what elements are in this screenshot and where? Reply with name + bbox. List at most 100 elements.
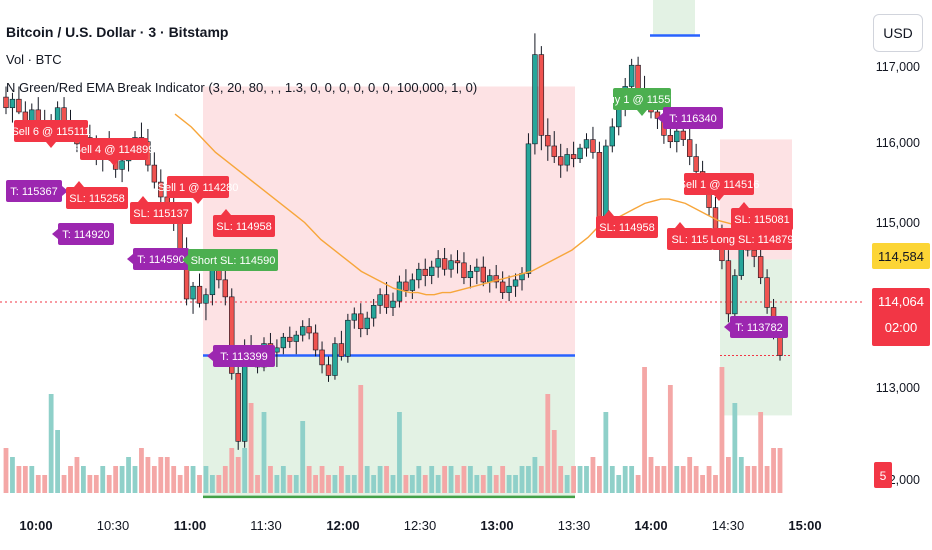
- x-tick-label: 14:00: [634, 518, 667, 533]
- volume-bar: [513, 475, 518, 493]
- volume-bar: [597, 466, 602, 493]
- label-box: [14, 120, 88, 142]
- volume-bar: [532, 457, 538, 493]
- volume-bar: [190, 466, 196, 493]
- volume-bar: [777, 448, 783, 493]
- volume-bar: [248, 403, 254, 493]
- candle-body: [448, 260, 454, 270]
- volume-bar: [577, 466, 583, 493]
- candle-body: [609, 126, 616, 147]
- signal-label: T: 114920: [52, 223, 114, 245]
- candle-body: [538, 54, 545, 136]
- candle-body: [158, 181, 164, 198]
- candle-body: [525, 143, 532, 274]
- volume-bar: [655, 466, 660, 493]
- candle-body: [422, 268, 428, 276]
- label-pointer: [714, 195, 724, 201]
- label-box: [712, 228, 792, 250]
- y-tick-label: 117,000: [876, 60, 920, 74]
- candle-body: [493, 275, 499, 283]
- volume-bar: [403, 475, 409, 493]
- candle-body: [757, 256, 764, 279]
- y-tick-label: 115,000: [876, 216, 920, 230]
- volume-badge-text: 5: [880, 469, 887, 483]
- candle-body: [616, 107, 622, 128]
- volume-bar: [164, 457, 170, 493]
- label-pointer: [52, 229, 58, 239]
- candle-body: [396, 281, 403, 302]
- label-pointer: [657, 113, 663, 123]
- volume-bar: [93, 475, 99, 493]
- label-text: Long SL: 114879: [711, 234, 794, 246]
- ema-price-text: 114,584: [878, 249, 924, 264]
- signal-label: SL: 115258: [66, 181, 128, 209]
- candle-body: [351, 313, 357, 321]
- volume-bar: [738, 457, 744, 493]
- candle-body: [628, 64, 635, 87]
- candle-body: [390, 300, 396, 308]
- volume-bar: [300, 421, 306, 493]
- volume-bar: [545, 394, 551, 493]
- volume-bar: [500, 466, 506, 493]
- label-pointer: [193, 198, 203, 204]
- candle-body: [54, 107, 61, 121]
- volume-bar: [603, 412, 609, 493]
- currency-button[interactable]: USD: [873, 14, 923, 52]
- label-box: [731, 208, 793, 230]
- volume-bar: [751, 466, 757, 493]
- volume-bar: [261, 412, 267, 493]
- candle-body: [61, 107, 67, 121]
- candle-body: [680, 130, 686, 140]
- volume-bar: [255, 475, 260, 493]
- candle-body: [686, 139, 693, 157]
- label-text: SL: 115: [671, 234, 708, 246]
- volume-bar: [22, 466, 28, 493]
- volume-bar: [351, 475, 357, 493]
- label-text: SL: 115258: [69, 193, 124, 205]
- volume-bar: [384, 466, 389, 493]
- label-box: [188, 249, 278, 271]
- volume-bar: [42, 475, 48, 493]
- candle-body: [409, 279, 416, 291]
- candle-body: [590, 139, 596, 153]
- volume-bar: [293, 475, 299, 493]
- volume-bar: [184, 466, 189, 493]
- label-box: [80, 138, 148, 160]
- label-box: [167, 176, 229, 198]
- volume-bar: [480, 475, 486, 493]
- volume-bar: [771, 448, 776, 493]
- x-tick-label: 10:30: [97, 518, 130, 533]
- candle-body: [16, 98, 22, 113]
- volume-bar: [667, 385, 673, 493]
- candle-body: [235, 373, 241, 442]
- signal-label: Sell 4 @ 114899: [74, 138, 154, 166]
- label-pointer: [221, 209, 231, 215]
- candle-body: [499, 281, 506, 293]
- candle-body: [377, 294, 383, 306]
- x-tick-label: 15:00: [788, 518, 821, 533]
- signal-label: SL: 115: [667, 222, 713, 250]
- label-pointer: [62, 186, 68, 196]
- candle-body: [751, 249, 757, 257]
- x-tick-label: 11:30: [250, 518, 282, 533]
- label-box: [66, 187, 128, 209]
- volume-bar: [584, 466, 589, 493]
- candle-body: [332, 343, 338, 376]
- candle-body: [29, 109, 35, 121]
- candle-body: [229, 296, 235, 374]
- candle-body: [364, 317, 370, 330]
- label-box: [596, 216, 658, 238]
- volume-bar: [622, 466, 628, 493]
- candle-body: [441, 258, 448, 270]
- volume-bar: [242, 448, 248, 493]
- axes: 117,000 116,000 115,000 113,000 2,000 10:00 10…: [19, 0, 932, 550]
- label-box: [130, 202, 192, 224]
- label-box: [730, 316, 788, 338]
- candle-body: [3, 96, 9, 109]
- candle-body: [274, 347, 280, 353]
- volume-bar: [203, 466, 209, 493]
- volume-bar: [706, 466, 712, 493]
- volume-bar: [68, 466, 73, 493]
- volume-bar: [526, 466, 531, 493]
